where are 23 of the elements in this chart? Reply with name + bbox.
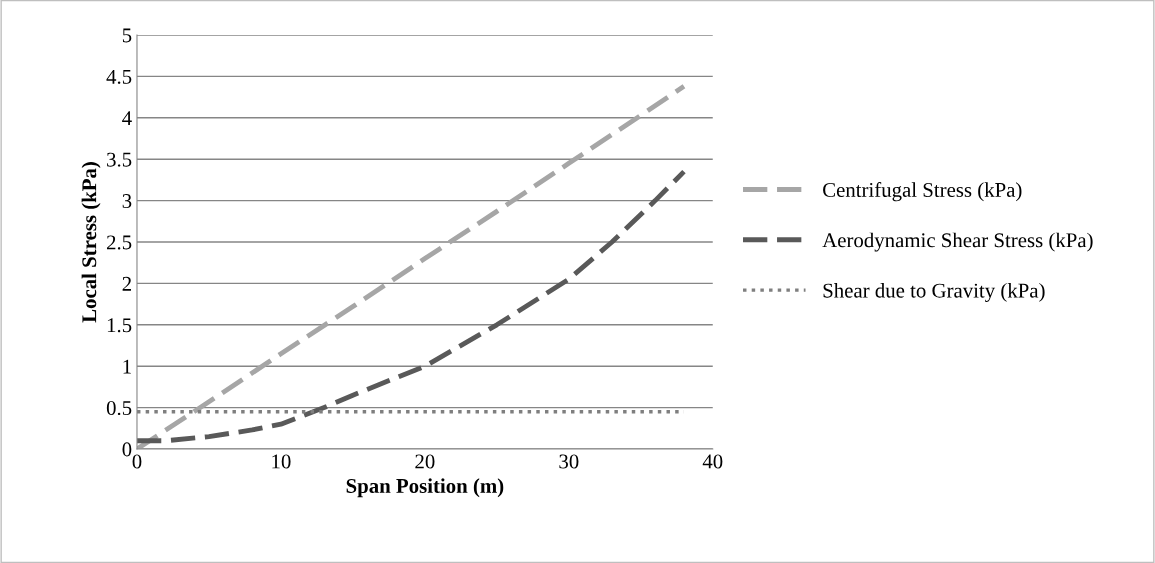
legend-label: Shear due to Gravity (kPa)	[823, 282, 1045, 302]
x-tick-label: 10	[272, 454, 291, 469]
y-tick-label: 4	[122, 111, 132, 126]
x-tick-label: 0	[132, 454, 142, 469]
y-tick-label: 1.5	[107, 318, 132, 333]
y-tick-label: 0	[122, 442, 132, 457]
y-tick-label: 4.5	[106, 69, 132, 84]
line-series	[136, 169, 687, 444]
legend-label: Aerodynamic Shear Stress (kPa)	[822, 232, 1093, 252]
x-axis-title: Span Position (m)	[346, 478, 504, 498]
legend-label: Centrifugal Stress (kPa)	[823, 182, 1022, 202]
x-tick-label: 40	[702, 454, 723, 469]
y-tick-label: 2.5	[106, 235, 132, 250]
y-axis-title: Local Stress (kPa)	[81, 162, 101, 323]
y-tick-label: 3.5	[107, 152, 132, 167]
y-tick-label: 3	[122, 194, 132, 209]
line-series	[136, 83, 687, 449]
x-tick-label: 30	[559, 454, 579, 469]
y-tick-label: 0.5	[106, 400, 132, 416]
y-tick-label: 1	[123, 359, 131, 374]
x-tick-label: 20	[415, 454, 435, 469]
y-tick-label: 2	[122, 276, 131, 291]
y-tick-label: 5	[122, 28, 132, 43]
